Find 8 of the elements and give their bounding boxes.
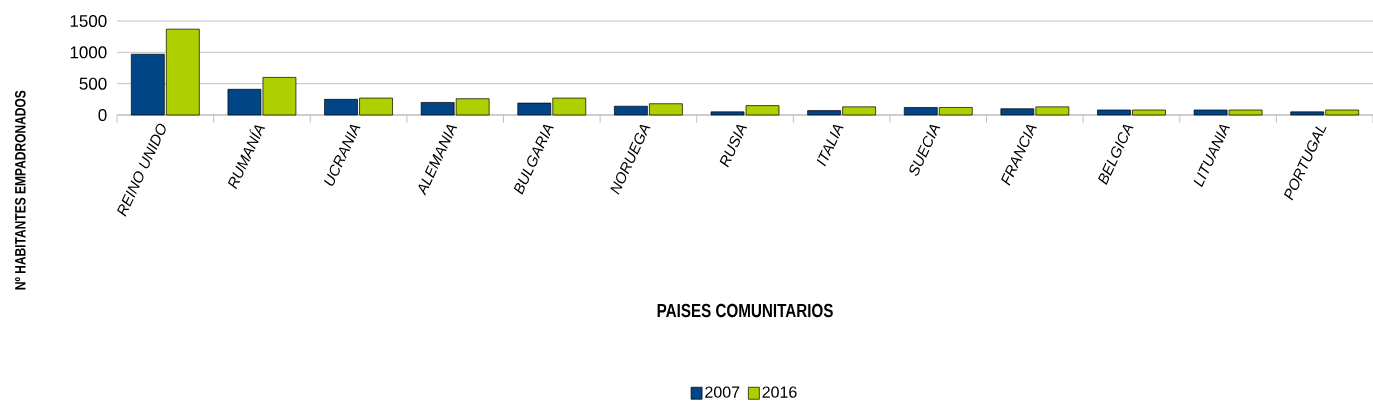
- y-tick-label: 1000: [70, 46, 107, 59]
- y-tick-label: 1500: [70, 14, 107, 28]
- legend-label: 2007: [705, 386, 740, 398]
- x-axis-title: PAISES COMUNITARIOS: [657, 303, 833, 318]
- legend-label: 2016: [762, 386, 797, 398]
- y-axis-title: Nº HABITANTES EMPADRONADOS: [15, 90, 26, 290]
- y-tick-label: 500: [79, 77, 107, 90]
- y-tick-label: 0: [98, 108, 107, 122]
